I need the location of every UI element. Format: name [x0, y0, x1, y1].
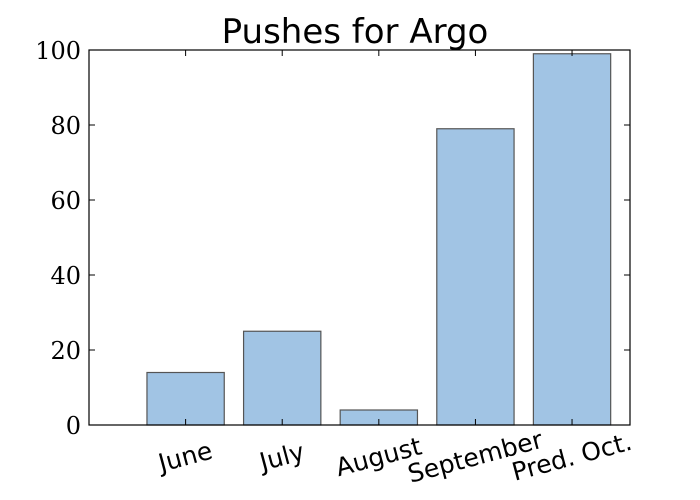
bars-layer: [146, 53, 612, 426]
chart-title: Pushes for Argo: [222, 12, 489, 52]
bar-september: [436, 128, 515, 426]
y-tick-label: 80: [50, 112, 81, 140]
x-tick-label-june: June: [153, 436, 215, 479]
bar-july: [242, 330, 322, 426]
bar-june: [146, 371, 225, 426]
bar-pred-oct: [532, 53, 612, 426]
y-tick-label: 40: [50, 262, 81, 290]
x-tick-label-july: July: [255, 437, 308, 477]
y-tick-label: 0: [66, 412, 81, 440]
y-tick-label: 60: [50, 187, 81, 215]
y-axis: 0 20 40 60 80 100: [35, 37, 630, 440]
y-tick-label: 20: [50, 337, 81, 365]
y-tick-label: 100: [35, 37, 81, 65]
plot-frame: [88, 49, 631, 426]
